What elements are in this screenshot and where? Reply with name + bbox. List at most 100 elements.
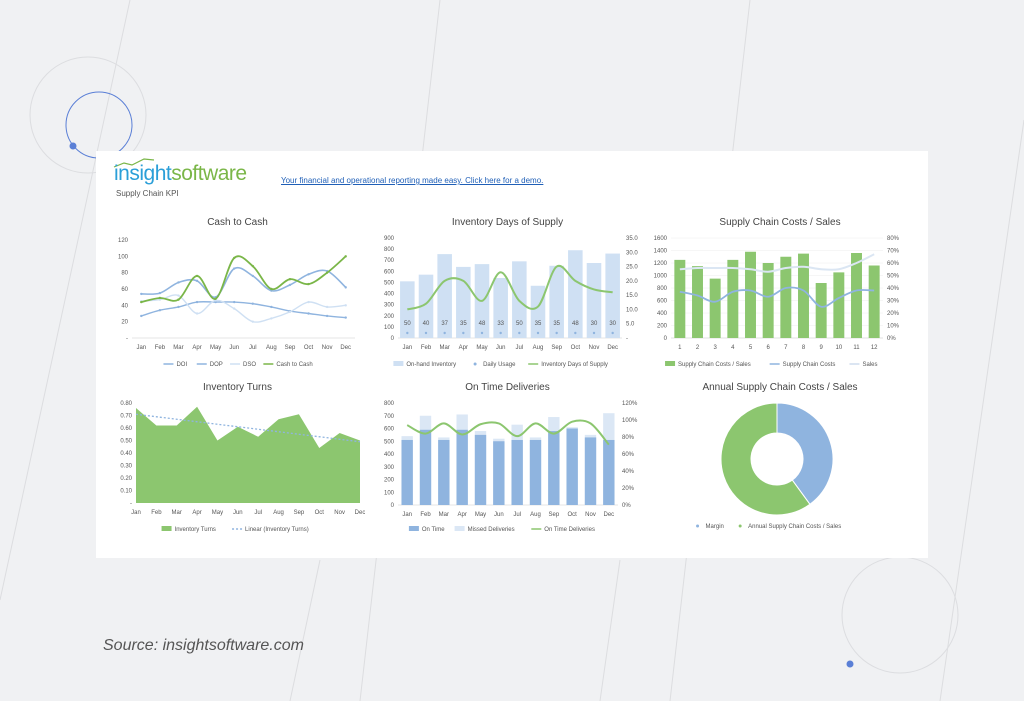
bar	[568, 250, 583, 338]
y2-tick-label: 25.0	[626, 265, 638, 271]
y-tick-label: -	[130, 501, 132, 507]
bar	[762, 263, 774, 338]
bar-label: 37	[441, 321, 448, 327]
logo-trend-icon	[113, 158, 155, 168]
data-point	[307, 273, 310, 276]
bar	[530, 285, 546, 338]
y2-tick-label: 60%	[622, 452, 635, 458]
data-point	[233, 256, 236, 260]
daily-usage-point	[518, 331, 521, 335]
y-tick-label: 400	[384, 452, 395, 458]
daily-usage-point	[536, 331, 540, 335]
x-tick-label: May	[476, 345, 487, 351]
x-tick-label: Jul	[254, 510, 262, 516]
daily-usage-point	[499, 331, 502, 335]
bar-on-time	[438, 439, 450, 505]
bar-on-time	[493, 441, 505, 505]
legend-swatch	[738, 524, 742, 528]
line-series	[406, 419, 610, 446]
x-tick-label: Jun	[496, 345, 506, 351]
x-tick-label: Oct	[315, 510, 325, 516]
x-tick-label: 9	[819, 345, 823, 351]
x-tick-label: Jan	[131, 510, 141, 516]
y-tick-label: 300	[384, 465, 395, 471]
y-tick-label: 100	[384, 490, 395, 496]
legend-swatch	[408, 526, 419, 531]
daily-usage-point	[574, 331, 577, 335]
bar-label: 50	[516, 321, 523, 327]
legend-swatch	[665, 361, 676, 366]
legend-label: Missed Deliveries	[468, 527, 515, 533]
y-tick-label: 1600	[654, 236, 668, 242]
x-tick-label: 3	[713, 345, 717, 351]
data-point	[140, 314, 143, 318]
demo-link[interactable]: Your financial and operational reporting…	[281, 176, 544, 185]
legend-label: Supply Chain Costs / Sales	[678, 362, 751, 368]
y2-tick-label: 30%	[887, 299, 900, 305]
bar	[418, 274, 434, 338]
y2-tick-label: 50%	[887, 274, 900, 280]
y-tick-label: 0	[391, 503, 395, 509]
data-point	[325, 314, 329, 318]
x-tick-label: Apr	[457, 512, 466, 518]
line-series	[141, 301, 346, 319]
data-point	[251, 320, 254, 323]
legend-label: Cash to Cash	[276, 362, 312, 368]
y-tick-label: 400	[384, 292, 395, 298]
x-tick-label: Dec	[607, 345, 618, 351]
data-point	[158, 309, 162, 312]
x-tick-label: Nov	[334, 510, 345, 516]
x-tick-label: Dec	[340, 345, 351, 351]
y2-tick-label: 40%	[622, 469, 635, 475]
y-tick-label: 40	[121, 303, 128, 309]
x-tick-label: Jun	[494, 512, 504, 518]
bar	[400, 281, 415, 338]
bar	[833, 272, 845, 338]
insightsoftware-logo: insightsoftware	[114, 162, 247, 186]
chart-title: Supply Chain Costs / Sales	[719, 217, 840, 228]
legend-label: Daily Usage	[483, 362, 516, 368]
cash-to-cash-chart: Cash to Cash - 20 40 60 80 100 120 Jan Feb Mar Apr M…	[118, 217, 355, 368]
data-point	[307, 282, 310, 286]
x-tick-label: Oct	[304, 345, 314, 351]
legend-label: Inventory Turns	[175, 527, 216, 533]
y2-tick-label: 80%	[887, 236, 900, 242]
bar-label: 33	[497, 321, 504, 327]
bar-on-time	[419, 429, 432, 505]
x-tick-label: 6	[766, 345, 770, 351]
legend-swatch	[454, 526, 465, 531]
data-point	[344, 316, 347, 319]
x-tick-label: Mar	[439, 345, 449, 351]
y-tick-label: 300	[384, 303, 395, 309]
x-tick-label: Nov	[585, 512, 596, 518]
line-series	[141, 255, 347, 303]
bar	[780, 256, 792, 338]
y2-tick-label: 20.0	[626, 279, 638, 285]
y-tick-label: 0.20	[120, 476, 132, 482]
bar	[549, 265, 564, 338]
bar-label: 48	[479, 321, 486, 327]
y-tick-label: 0.30	[120, 464, 132, 470]
bar-label: 35	[553, 321, 560, 327]
x-tick-label: 1	[678, 345, 682, 351]
y2-tick-label: 0%	[887, 336, 896, 342]
on-time-deliveries-chart: On Time Deliveries 0 100 200 300 400 500 600 700…	[384, 382, 638, 533]
y-tick-label: 20	[121, 320, 128, 326]
bar	[851, 253, 862, 338]
y-tick-label: 0.50	[120, 439, 132, 445]
decor-dot	[69, 142, 77, 150]
daily-usage-point	[480, 331, 484, 335]
daily-usage-point	[462, 331, 465, 335]
bar-on-time	[529, 439, 542, 505]
x-tick-label: Mar	[173, 345, 183, 351]
bar-label: 35	[460, 321, 467, 327]
data-point	[344, 286, 347, 289]
x-tick-label: Feb	[420, 512, 431, 518]
y-tick-label: 0.10	[120, 489, 132, 495]
y-tick-label: 800	[384, 401, 395, 407]
data-point	[344, 255, 347, 258]
y-tick-label: 0.70	[120, 414, 132, 420]
y2-tick-label: 120%	[622, 401, 638, 407]
y2-tick-label: 10%	[887, 324, 900, 330]
data-point	[270, 287, 273, 291]
